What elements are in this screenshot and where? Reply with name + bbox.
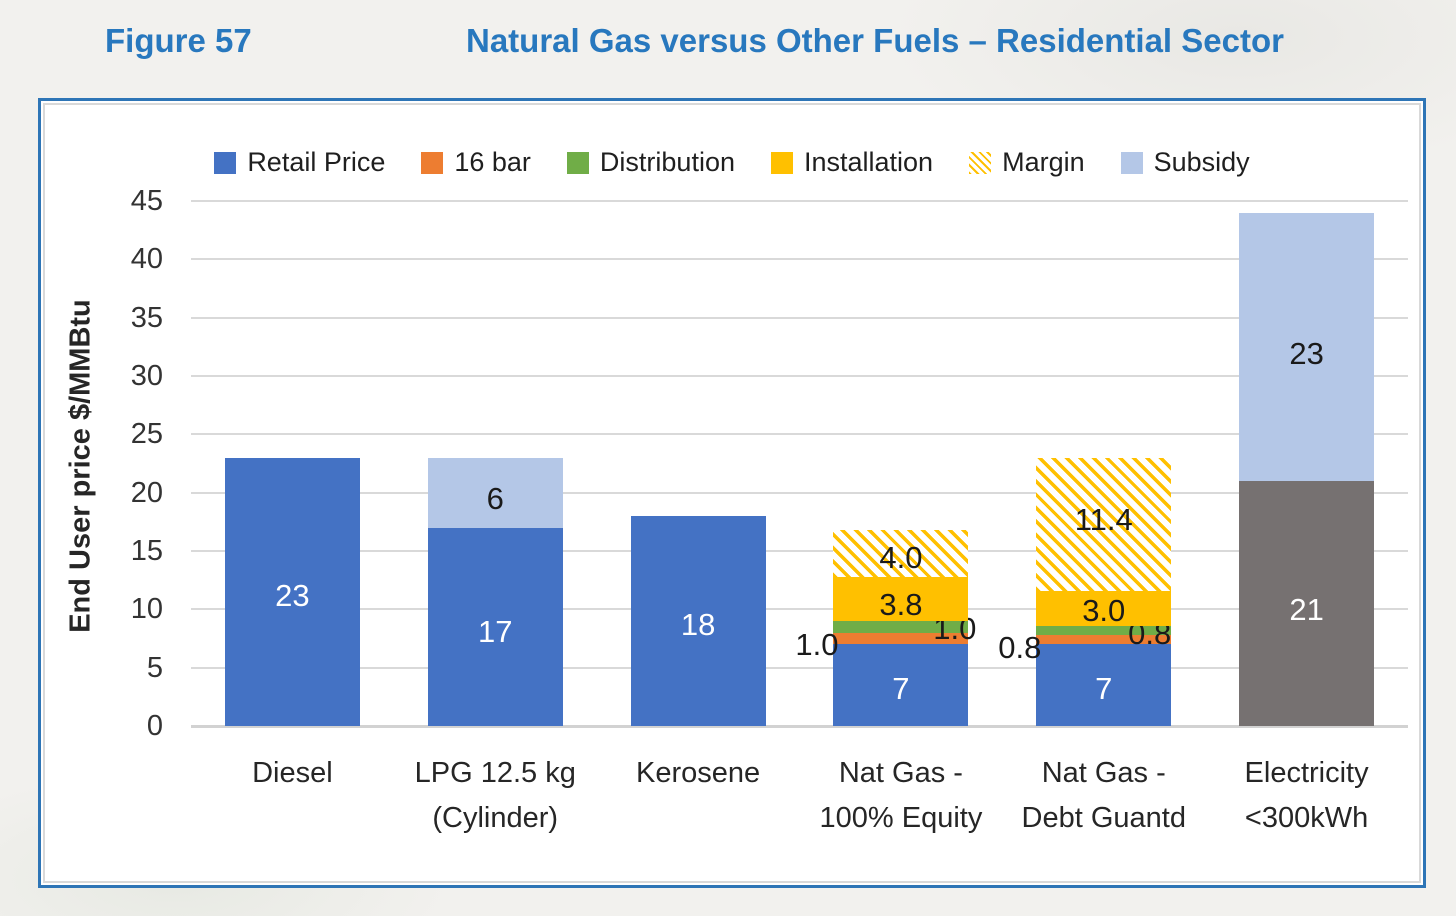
- legend-swatch-retail-price: [214, 151, 237, 174]
- legend-item: Subsidy: [1120, 147, 1250, 178]
- x-axis-category-label: Nat Gas - Debt Guantd: [1021, 757, 1186, 834]
- bar-segment: [1239, 212, 1375, 481]
- bar-segment: [1036, 644, 1172, 726]
- figure-label: Figure 57: [105, 22, 252, 59]
- gridline: [191, 550, 1408, 552]
- bar: 7 0.8 0.8 3.0 11.4: [998, 201, 1172, 726]
- gridline: [191, 725, 1408, 728]
- legend-item: 16 bar: [421, 147, 531, 178]
- bar: 21 23: [1239, 201, 1375, 726]
- legend-item: Installation: [770, 147, 934, 178]
- gridline: [191, 200, 1408, 202]
- bar-segment: [630, 516, 766, 726]
- legend-swatch-16-bar: [421, 151, 444, 174]
- bar-segment-label: 7: [1095, 671, 1113, 707]
- legend-swatch-installation: [770, 151, 793, 174]
- legend-label: Retail Price: [247, 147, 386, 177]
- bar-segment-label: 3.0: [1082, 593, 1126, 629]
- gridline: [191, 375, 1408, 377]
- y-tick-label: 35: [130, 301, 163, 334]
- legend-swatch-distribution: [566, 151, 589, 174]
- bar-segment: [224, 457, 360, 726]
- legend-item: Retail Price: [214, 147, 385, 178]
- bar-segment: [1239, 481, 1375, 726]
- bar-segment-label: 7: [892, 671, 910, 707]
- plot-area: 23 17 6 18 7 1.0 1.0 3.8 4.0 7 0.8 0.8 3.0 11.4 21 23: [191, 200, 1408, 728]
- legend-label: Installation: [803, 147, 934, 177]
- gridline: [191, 433, 1408, 436]
- bar-segment: [833, 632, 969, 645]
- bar: 7 1.0 1.0 3.8 4.0: [795, 201, 976, 726]
- gridline: [191, 666, 1408, 669]
- bar-segment-label: 3.8: [879, 586, 923, 622]
- bar-segment: [427, 457, 563, 528]
- bar-segment-label: 18: [680, 607, 716, 642]
- y-tick-label: 15: [130, 535, 163, 567]
- y-axis-title: End User price $/MMBtu: [64, 299, 97, 633]
- chart-title: Natural Gas versus Other Fuels – Residen…: [466, 22, 1284, 59]
- x-axis-category-label: Electricity <300kWh: [1244, 757, 1369, 834]
- gridline: [191, 491, 1408, 494]
- legend-item: Margin: [969, 147, 1085, 178]
- bar-segment-label: 17: [478, 613, 513, 649]
- bar-segment-label: 1.0: [795, 626, 839, 662]
- bar-segment: [427, 527, 563, 726]
- bar-segment: [1036, 625, 1172, 635]
- bar-segment-label: 4.0: [879, 540, 923, 576]
- legend-swatch-subsidy: [1120, 151, 1143, 174]
- bar-segment-label: 0.8: [998, 629, 1042, 665]
- bar-segment: [833, 644, 969, 726]
- gridline: [191, 316, 1408, 319]
- y-tick-label: 10: [130, 593, 163, 626]
- chart-frame: Retail Price 16 bar Distribution Installati…: [38, 98, 1426, 888]
- bar-segment: [1036, 590, 1172, 626]
- bar-segment-label: 21: [1289, 591, 1324, 627]
- bar-segment: [833, 621, 969, 633]
- bar-segment-label: 11.4: [1074, 502, 1133, 538]
- legend: Retail Price 16 bar Distribution Installati…: [41, 147, 1423, 178]
- gridline: [191, 258, 1408, 261]
- y-tick-label: 5: [146, 651, 163, 684]
- legend-swatch-margin: [969, 151, 992, 174]
- bar: 23: [224, 201, 360, 726]
- bar-segment: [833, 530, 969, 577]
- y-tick-label: 25: [130, 418, 163, 451]
- x-axis-category-label: Diesel: [252, 757, 333, 789]
- bar: 17 6: [427, 201, 563, 726]
- bar-segment-label: 23: [1289, 335, 1324, 371]
- y-tick-label: 45: [130, 185, 163, 217]
- bar-segment-label: 23: [275, 577, 310, 613]
- bar-segment: [1036, 457, 1172, 591]
- x-axis-category-label: Nat Gas -100% Equity: [819, 757, 983, 834]
- y-tick-label: 0: [146, 710, 163, 742]
- legend-item: Distribution: [566, 147, 735, 178]
- bar-segment-label: 6: [486, 480, 504, 516]
- legend-label: Distribution: [599, 147, 735, 177]
- y-tick-label: 30: [130, 360, 163, 392]
- bar-segment: [1036, 635, 1172, 645]
- x-axis-category-label: LPG 12.5 kg (Cylinder): [414, 757, 576, 834]
- legend-label: Subsidy: [1153, 147, 1250, 177]
- legend-label: Margin: [1002, 147, 1085, 177]
- y-tick-label: 40: [130, 243, 163, 276]
- y-tick-label: 20: [130, 476, 163, 509]
- x-axis-category-label: Kerosene: [635, 757, 761, 789]
- bar: 18: [630, 201, 766, 726]
- gridline: [191, 608, 1408, 611]
- legend-label: 16 bar: [454, 147, 531, 177]
- bar-segment: [833, 576, 969, 621]
